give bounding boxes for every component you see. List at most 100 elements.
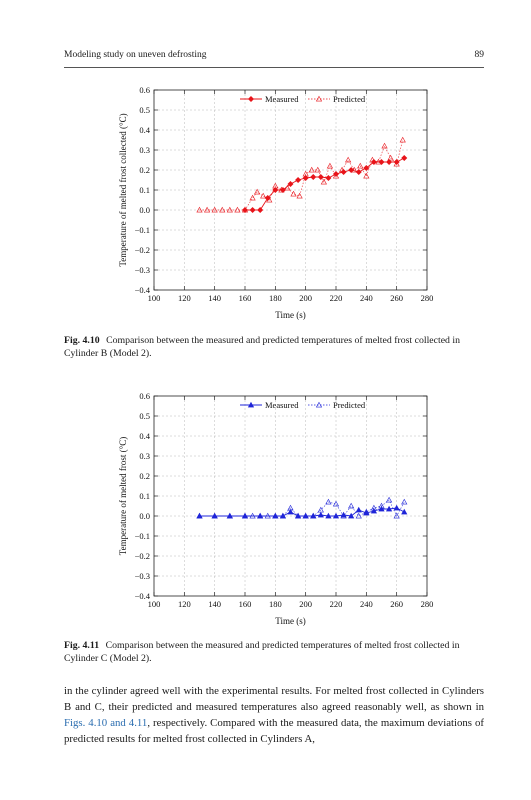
figure-caption: Fig. 4.10 Comparison between the measure… xyxy=(64,335,484,360)
x-tick-label: 160 xyxy=(239,293,252,303)
grid-lines xyxy=(154,396,427,596)
legend-label: Predicted xyxy=(333,94,366,104)
measured-point xyxy=(317,173,324,181)
y-tick-label: 0.6 xyxy=(139,391,150,401)
measured-point xyxy=(355,506,362,513)
body-text-after: , respectively. Compared with the measur… xyxy=(64,717,484,745)
y-tick-label: 0.2 xyxy=(139,165,150,175)
figure-label: Fig. 4.10 xyxy=(64,335,100,346)
legend-marker xyxy=(315,95,323,102)
predicted-point xyxy=(393,512,400,519)
predicted-point xyxy=(387,154,394,161)
predicted-point xyxy=(351,166,358,173)
predicted-point xyxy=(284,184,291,191)
predicted-point xyxy=(363,508,370,515)
caption-text: Comparison between the measured and pred… xyxy=(64,640,460,664)
predicted-point xyxy=(294,512,302,519)
predicted-point xyxy=(279,512,287,519)
x-tick-label: 220 xyxy=(330,293,343,303)
measured-point xyxy=(370,507,378,514)
measured-point xyxy=(287,508,294,515)
predicted-point xyxy=(348,502,355,509)
y-tick-label: 0.1 xyxy=(139,491,150,501)
measured-point xyxy=(302,174,309,182)
x-tick-label: 200 xyxy=(299,293,312,303)
y-tick-label: −0.3 xyxy=(135,265,150,275)
measured-point xyxy=(393,504,400,511)
measured-point xyxy=(401,154,408,162)
y-tick-label: −0.2 xyxy=(135,551,150,561)
predicted-point xyxy=(278,186,285,193)
caption-text: Comparison between the measured and pred… xyxy=(64,335,461,359)
chart-4-11: 100 120 140 160 180 200 220 240 260 280 −0.4 −0.3 −0… xyxy=(118,391,434,626)
y-tick-label: 0.2 xyxy=(139,471,150,481)
measured-point xyxy=(386,158,393,166)
figure-label: Fig. 4.11 xyxy=(64,640,100,651)
predicted-point xyxy=(370,504,378,511)
y-tick-label: 0.4 xyxy=(139,125,150,135)
x-tick-label: 100 xyxy=(148,599,161,609)
predicted-point xyxy=(314,166,321,173)
x-tick-label: 280 xyxy=(421,293,434,303)
measured-point xyxy=(385,505,393,512)
figure-4-11: 100 120 140 160 180 200 220 240 260 280 −0.4 −0.3 −0… xyxy=(0,386,531,666)
y-tick-label: 0.6 xyxy=(139,85,150,95)
x-tick-label: 120 xyxy=(178,599,191,609)
measured-point xyxy=(401,508,408,515)
y-tick-label: 0.1 xyxy=(139,185,150,195)
chart-4-10: 100 120 140 160 180 200 220 240 260 280 −0.4 −0.3 −0… xyxy=(118,85,434,320)
predicted-point xyxy=(369,156,376,163)
figure-reference-link[interactable]: Figs. 4.10 and 4.11 xyxy=(64,717,148,729)
predicted-point xyxy=(325,498,332,505)
y-tick-label: 0.3 xyxy=(139,145,150,155)
predicted-point xyxy=(326,162,334,169)
page-number: 89 xyxy=(474,50,485,60)
y-tick-label: 0.0 xyxy=(139,511,150,521)
figure-caption: Fig. 4.11 Comparison between the measure… xyxy=(64,640,484,665)
predicted-point xyxy=(340,512,347,519)
predicted-point xyxy=(254,188,261,195)
predicted-point xyxy=(375,158,382,165)
predicted-point xyxy=(399,136,406,143)
x-tick-label: 240 xyxy=(360,599,373,609)
measured-point xyxy=(287,180,294,188)
y-tick-label: −0.4 xyxy=(135,285,151,295)
predicted-point xyxy=(264,512,271,519)
predicted-point xyxy=(203,206,211,213)
predicted-point xyxy=(357,162,364,169)
x-tick-label: 280 xyxy=(421,599,434,609)
predicted-point xyxy=(308,166,315,173)
predicted-point xyxy=(272,512,279,519)
measured-point xyxy=(257,206,264,214)
predicted-point xyxy=(302,512,309,519)
measured-point xyxy=(295,176,302,184)
y-tick-label: −0.4 xyxy=(135,591,151,601)
measured-point xyxy=(249,206,256,214)
y-tick-label: −0.3 xyxy=(135,571,150,581)
x-tick-label: 100 xyxy=(148,293,161,303)
predicted-point xyxy=(266,196,273,203)
predicted-point xyxy=(345,156,352,163)
predicted-point xyxy=(226,206,233,213)
y-tick-label: −0.2 xyxy=(135,245,150,255)
running-head: Modeling study on uneven defrosting 89 xyxy=(64,50,484,68)
x-axis-label: Time (s) xyxy=(275,310,305,320)
predicted-point xyxy=(272,182,279,189)
predicted-point xyxy=(332,172,340,179)
figure-4-10: 100 120 140 160 180 200 220 240 260 280 −0.4 −0.3 −0… xyxy=(0,80,531,359)
predicted-point xyxy=(310,512,317,519)
x-tick-label: 160 xyxy=(239,599,252,609)
predicted-line xyxy=(199,499,405,517)
predicted-point xyxy=(378,502,385,509)
predicted-point xyxy=(355,512,362,519)
y-tick-label: 0.5 xyxy=(139,105,150,115)
legend: Measured Predicted xyxy=(240,400,366,410)
predicted-point xyxy=(226,512,233,519)
x-tick-label: 200 xyxy=(299,599,312,609)
measured-point xyxy=(325,512,332,519)
predicted-point xyxy=(287,504,294,511)
x-tick-label: 220 xyxy=(330,599,343,609)
predicted-point xyxy=(338,166,346,173)
y-tick-label: 0.5 xyxy=(139,411,150,421)
predicted-point xyxy=(234,206,241,213)
